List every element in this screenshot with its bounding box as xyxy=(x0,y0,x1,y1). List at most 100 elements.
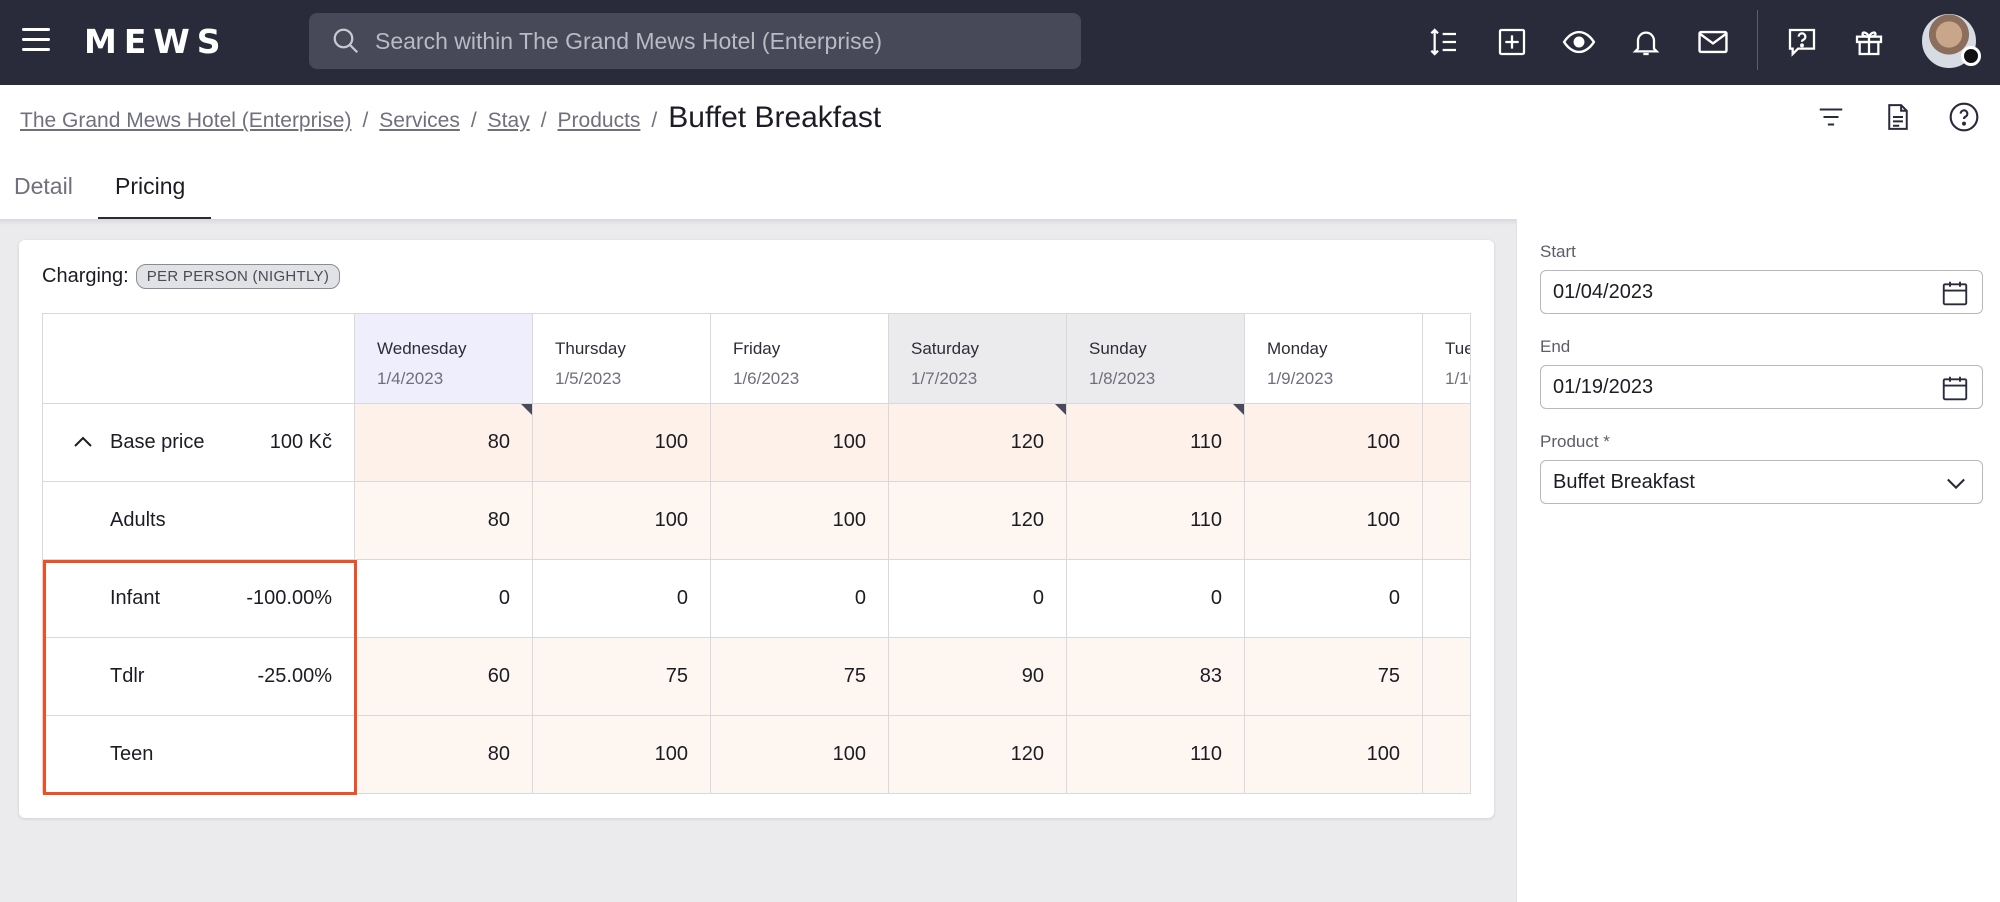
price-value: 100 xyxy=(654,743,688,765)
column-header: Wednesday 1/4/2023 xyxy=(355,314,533,404)
price-value: 110 xyxy=(1190,431,1222,453)
price-cell[interactable]: 120 xyxy=(889,716,1067,793)
price-value: 75 xyxy=(1377,665,1400,687)
price-value: 100 xyxy=(832,743,866,765)
charging-info: Charging: PER PERSON (NIGHTLY) xyxy=(42,264,341,289)
override-flag-icon xyxy=(521,404,532,415)
price-cell[interactable]: 0 xyxy=(1067,560,1245,638)
eye-icon[interactable] xyxy=(1557,20,1601,64)
override-flag-icon xyxy=(1233,404,1244,415)
page-title: Buffet Breakfast xyxy=(668,101,882,134)
row-name: Infant xyxy=(110,587,161,609)
price-cell[interactable]: 0 xyxy=(355,560,533,638)
menu-icon[interactable] xyxy=(22,28,50,52)
price-cell[interactable]: 100 xyxy=(711,404,889,482)
price-cell[interactable]: 100 xyxy=(1245,716,1423,793)
column-day: Monday xyxy=(1267,339,1328,358)
row-label-adults: Adults xyxy=(43,482,355,560)
pricing-grid: Wednesday 1/4/2023 Thursday 1/5/2023 Friday 1… xyxy=(42,313,1471,794)
price-cell[interactable]: 100 xyxy=(533,716,711,793)
line-height-icon[interactable] xyxy=(1422,20,1466,64)
price-cell[interactable]: 0 xyxy=(533,560,711,638)
price-cell[interactable]: 75 xyxy=(1245,638,1423,716)
price-cell[interactable] xyxy=(1423,638,1470,716)
add-icon[interactable] xyxy=(1490,20,1534,64)
end-date-input[interactable] xyxy=(1553,375,1923,399)
search-icon xyxy=(333,28,359,54)
column-day: Tuesday xyxy=(1445,339,1471,358)
breadcrumb-services[interactable]: Services xyxy=(379,109,460,132)
price-cell[interactable]: 120 xyxy=(889,482,1067,560)
end-date-field[interactable] xyxy=(1540,365,1983,409)
column-day: Sunday xyxy=(1089,339,1147,358)
help-icon[interactable] xyxy=(1946,99,1982,135)
price-cell[interactable]: 100 xyxy=(1245,482,1423,560)
calendar-icon[interactable] xyxy=(1940,278,1970,308)
search-box[interactable] xyxy=(309,13,1081,69)
filter-icon[interactable] xyxy=(1813,99,1849,135)
row-adjustment: 100 Kč xyxy=(269,431,332,453)
product-selected-value: Buffet Breakfast xyxy=(1553,470,1695,493)
product-select[interactable]: Buffet Breakfast xyxy=(1540,460,1983,504)
price-cell[interactable] xyxy=(1423,404,1470,482)
price-cell[interactable]: 0 xyxy=(889,560,1067,638)
price-cell[interactable]: 100 xyxy=(533,482,711,560)
calendar-icon[interactable] xyxy=(1940,373,1970,403)
breadcrumb-hotel[interactable]: The Grand Mews Hotel (Enterprise) xyxy=(20,109,352,132)
price-cell[interactable]: 100 xyxy=(711,716,889,793)
column-date: 1/7/2023 xyxy=(911,369,978,388)
search-input[interactable] xyxy=(375,27,1055,55)
price-value: 75 xyxy=(665,665,688,687)
row-adjustment: -100.00% xyxy=(246,587,332,609)
toolbar-divider xyxy=(1757,10,1758,70)
price-cell[interactable]: 83 xyxy=(1067,638,1245,716)
help-chat-icon[interactable] xyxy=(1780,20,1824,64)
breadcrumb-products[interactable]: Products xyxy=(557,109,641,132)
mews-logo[interactable]: MEWS xyxy=(84,22,228,61)
price-value: 0 xyxy=(498,587,510,609)
price-cell[interactable]: 110 xyxy=(1067,716,1245,793)
price-value: 100 xyxy=(1366,743,1400,765)
gift-icon[interactable] xyxy=(1847,20,1891,64)
document-icon[interactable] xyxy=(1880,99,1916,135)
breadcrumb-separator: / xyxy=(540,109,547,132)
row-name: Tdlr xyxy=(110,665,145,687)
row-label-tdlr: Tdlr -25.00% xyxy=(43,638,355,716)
mail-icon[interactable] xyxy=(1691,20,1735,64)
start-date-input[interactable] xyxy=(1553,280,1923,304)
breadcrumb-stay[interactable]: Stay xyxy=(487,109,530,132)
chevron-up-icon[interactable] xyxy=(71,430,95,454)
tab-detail[interactable]: Detail xyxy=(14,173,73,199)
tab-pricing[interactable]: Pricing xyxy=(115,173,186,199)
price-cell[interactable]: 110 xyxy=(1067,482,1245,560)
price-value: 80 xyxy=(487,509,510,531)
price-cell[interactable]: 0 xyxy=(711,560,889,638)
price-cell[interactable]: 80 xyxy=(355,482,533,560)
price-cell[interactable]: 100 xyxy=(711,482,889,560)
column-date: 1/9/2023 xyxy=(1267,369,1334,388)
price-cell[interactable] xyxy=(1423,482,1470,560)
start-date-field[interactable] xyxy=(1540,270,1983,314)
price-cell[interactable]: 75 xyxy=(533,638,711,716)
price-cell[interactable]: 75 xyxy=(711,638,889,716)
price-cell[interactable]: 120 xyxy=(889,404,1067,482)
price-cell[interactable]: 80 xyxy=(355,716,533,793)
price-cell[interactable]: 0 xyxy=(1245,560,1423,638)
bell-icon[interactable] xyxy=(1624,20,1668,64)
price-value: 110 xyxy=(1190,509,1222,531)
price-cell[interactable] xyxy=(1423,560,1470,638)
price-value: 0 xyxy=(1210,587,1222,609)
price-cell[interactable]: 80 xyxy=(355,404,533,482)
column-day: Wednesday xyxy=(377,339,467,358)
price-cell[interactable]: 100 xyxy=(533,404,711,482)
column-header: Tuesday 1/10/2023 xyxy=(1423,314,1471,404)
row-label-teen: Teen xyxy=(43,716,355,793)
column-header: Sunday 1/8/2023 xyxy=(1067,314,1245,404)
price-cell[interactable] xyxy=(1423,716,1470,793)
price-cell[interactable]: 100 xyxy=(1245,404,1423,482)
price-value: 0 xyxy=(1388,587,1400,609)
price-cell[interactable]: 60 xyxy=(355,638,533,716)
price-cell[interactable]: 110 xyxy=(1067,404,1245,482)
price-cell[interactable]: 90 xyxy=(889,638,1067,716)
breadcrumb-separator: / xyxy=(470,109,477,132)
